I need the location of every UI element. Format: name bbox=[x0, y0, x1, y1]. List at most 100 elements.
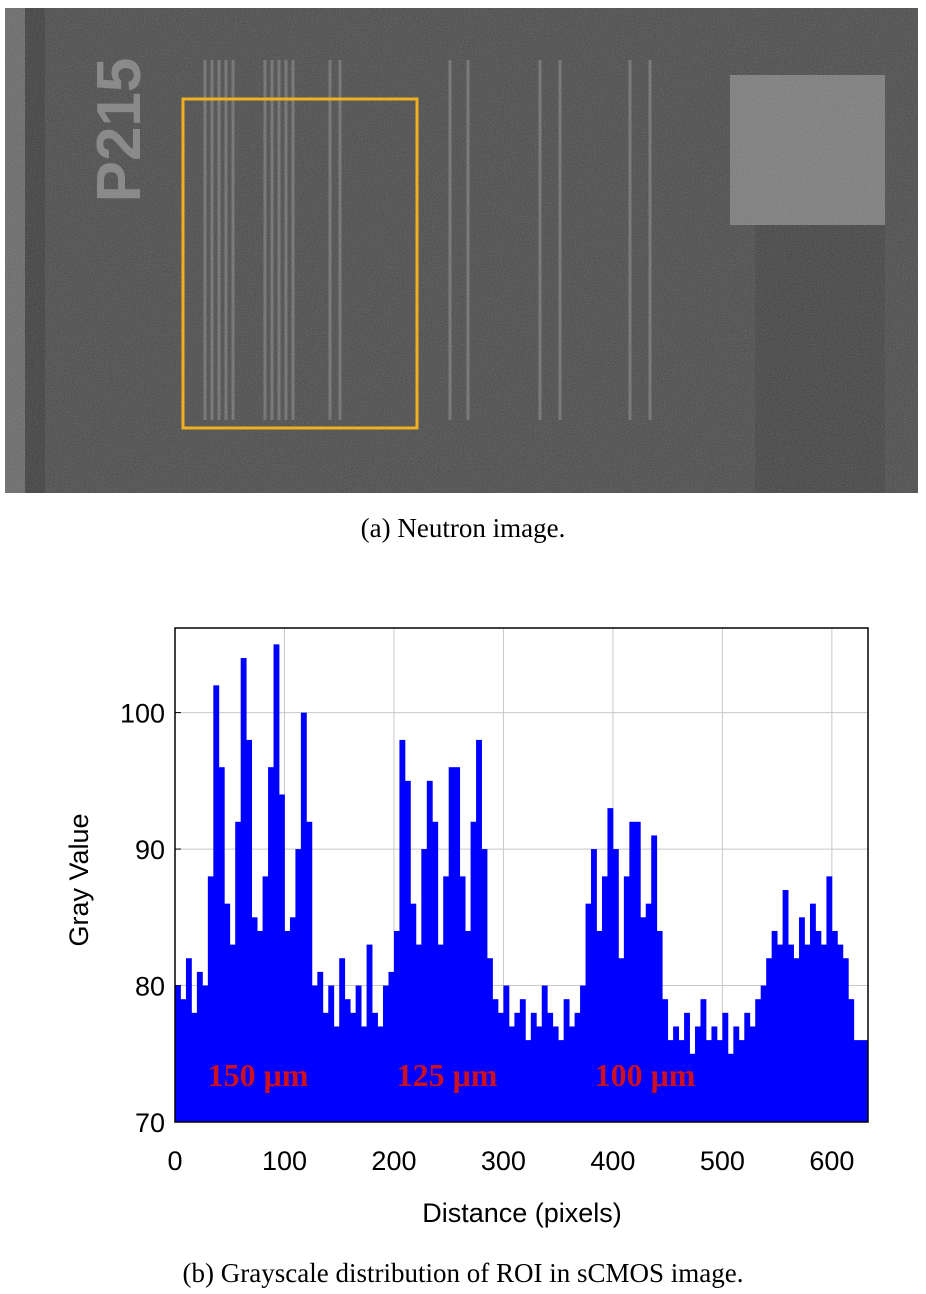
bar bbox=[760, 985, 767, 1122]
bar bbox=[426, 780, 433, 1122]
bar bbox=[574, 1012, 581, 1122]
bar bbox=[853, 1040, 869, 1122]
bar bbox=[497, 1012, 504, 1122]
bar bbox=[684, 1012, 690, 1122]
bar bbox=[738, 1040, 745, 1122]
x-tick-label: 500 bbox=[700, 1146, 745, 1176]
bar bbox=[487, 958, 493, 1122]
y-tick-label: 100 bbox=[120, 699, 165, 729]
y-axis-label: Gray Value bbox=[64, 813, 94, 946]
bar bbox=[716, 1040, 723, 1122]
x-tick-label: 100 bbox=[262, 1146, 307, 1176]
bar bbox=[525, 1040, 532, 1122]
x-axis-label: Distance (pixels) bbox=[422, 1198, 622, 1228]
bar bbox=[262, 876, 269, 1122]
bar bbox=[399, 739, 406, 1122]
bar bbox=[645, 903, 652, 1122]
bar bbox=[711, 1026, 718, 1122]
bar bbox=[279, 794, 285, 1122]
bar bbox=[547, 1012, 554, 1122]
caption: (b) Grayscale distribution of ROI in sCM… bbox=[183, 1258, 744, 1288]
bar bbox=[536, 1026, 543, 1122]
bar bbox=[191, 1012, 198, 1122]
bar bbox=[514, 1012, 521, 1122]
bar bbox=[355, 985, 362, 1122]
bar bbox=[317, 971, 324, 1122]
bar bbox=[580, 985, 586, 1122]
bar bbox=[218, 767, 225, 1122]
bar bbox=[344, 999, 351, 1122]
bar bbox=[383, 985, 389, 1122]
bar bbox=[815, 930, 822, 1122]
bar bbox=[366, 944, 373, 1122]
bar bbox=[530, 1012, 537, 1122]
bar bbox=[185, 958, 192, 1122]
bar bbox=[415, 944, 422, 1122]
bar bbox=[333, 1026, 340, 1122]
bar bbox=[410, 903, 417, 1122]
x-tick-label: 200 bbox=[371, 1146, 416, 1176]
bar bbox=[596, 930, 603, 1122]
y-tick-label: 90 bbox=[135, 835, 165, 865]
bar bbox=[831, 930, 838, 1122]
bar bbox=[673, 1026, 680, 1122]
bar bbox=[196, 971, 203, 1122]
bar bbox=[607, 808, 614, 1122]
bar bbox=[443, 876, 450, 1122]
bar bbox=[257, 930, 263, 1122]
y-tick-label: 80 bbox=[135, 972, 165, 1002]
x-tick-label: 400 bbox=[590, 1146, 635, 1176]
bar bbox=[295, 849, 302, 1122]
bar bbox=[842, 958, 849, 1122]
bar bbox=[476, 739, 482, 1122]
bar bbox=[180, 999, 187, 1122]
bar bbox=[224, 903, 231, 1122]
bar bbox=[404, 780, 411, 1122]
x-tick-label: 300 bbox=[481, 1146, 526, 1176]
bar bbox=[328, 985, 335, 1122]
bar bbox=[585, 903, 592, 1122]
bar bbox=[837, 944, 844, 1122]
y-tick-label: 70 bbox=[135, 1108, 165, 1138]
plot-frame bbox=[174, 627, 869, 1123]
bar bbox=[629, 821, 636, 1122]
bar bbox=[372, 1012, 378, 1122]
bar bbox=[662, 999, 669, 1122]
bar bbox=[273, 644, 280, 1122]
bar bbox=[552, 1026, 559, 1122]
bar bbox=[503, 985, 510, 1122]
bar bbox=[437, 944, 444, 1122]
bar bbox=[727, 1053, 734, 1122]
bar bbox=[809, 903, 816, 1122]
bar bbox=[284, 930, 291, 1122]
bar bbox=[722, 1012, 729, 1122]
bar bbox=[246, 739, 253, 1122]
bar bbox=[339, 958, 346, 1122]
bar bbox=[207, 876, 214, 1122]
bar bbox=[749, 1026, 756, 1122]
bar bbox=[508, 1026, 515, 1122]
bar bbox=[799, 917, 805, 1122]
bar bbox=[601, 876, 608, 1122]
bar bbox=[240, 658, 247, 1122]
bar bbox=[848, 999, 855, 1122]
bar bbox=[393, 930, 400, 1122]
x-tick-label: 0 bbox=[167, 1146, 182, 1176]
bar bbox=[591, 849, 597, 1122]
bar bbox=[563, 999, 570, 1122]
bar bbox=[623, 876, 630, 1122]
bar bbox=[558, 1040, 565, 1122]
bar bbox=[640, 917, 647, 1122]
annotation: 150 μm bbox=[208, 1057, 309, 1093]
bar bbox=[465, 930, 471, 1122]
bar bbox=[678, 1040, 685, 1122]
bar bbox=[175, 985, 181, 1122]
bar bbox=[656, 930, 663, 1122]
bar bbox=[782, 890, 789, 1122]
roi-box bbox=[181, 97, 419, 430]
bar bbox=[755, 999, 762, 1122]
bar bbox=[300, 712, 307, 1122]
annotation: 125 μm bbox=[397, 1057, 498, 1093]
bar bbox=[481, 849, 488, 1122]
